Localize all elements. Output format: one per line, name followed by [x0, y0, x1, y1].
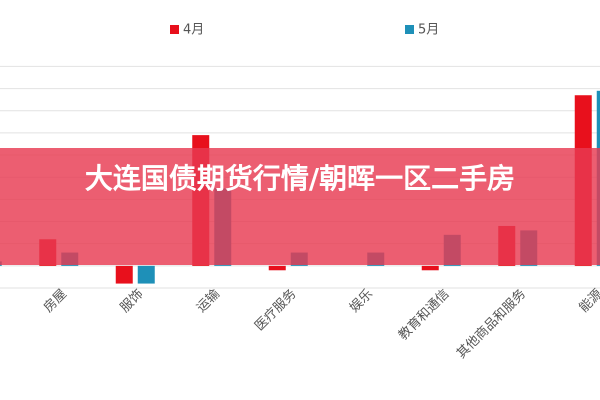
x-tick-label: 教育和通信: [395, 286, 452, 343]
x-tick-label: 能源: [577, 287, 600, 316]
bar: [115, 265, 133, 284]
x-tick-label: 娱乐: [347, 287, 376, 316]
bar: [268, 265, 286, 271]
x-tick-label: 运输: [193, 286, 223, 316]
banner: [0, 148, 600, 265]
legend-label: 4月: [183, 23, 204, 38]
legend-swatch: [405, 25, 414, 34]
bar: [137, 265, 155, 284]
x-tick-label: 医疗服务: [251, 286, 299, 334]
legend-label: 5月: [418, 23, 439, 38]
x-tick-label: 其他商品和服务: [453, 286, 529, 362]
bar: [421, 265, 439, 271]
legend-swatch: [170, 25, 179, 34]
x-tick-label: 房屋: [40, 286, 70, 316]
x-tick-label: 服饰: [118, 287, 147, 316]
banner-title: 大连国债期货行情/朝晖一区二手房: [84, 162, 516, 195]
